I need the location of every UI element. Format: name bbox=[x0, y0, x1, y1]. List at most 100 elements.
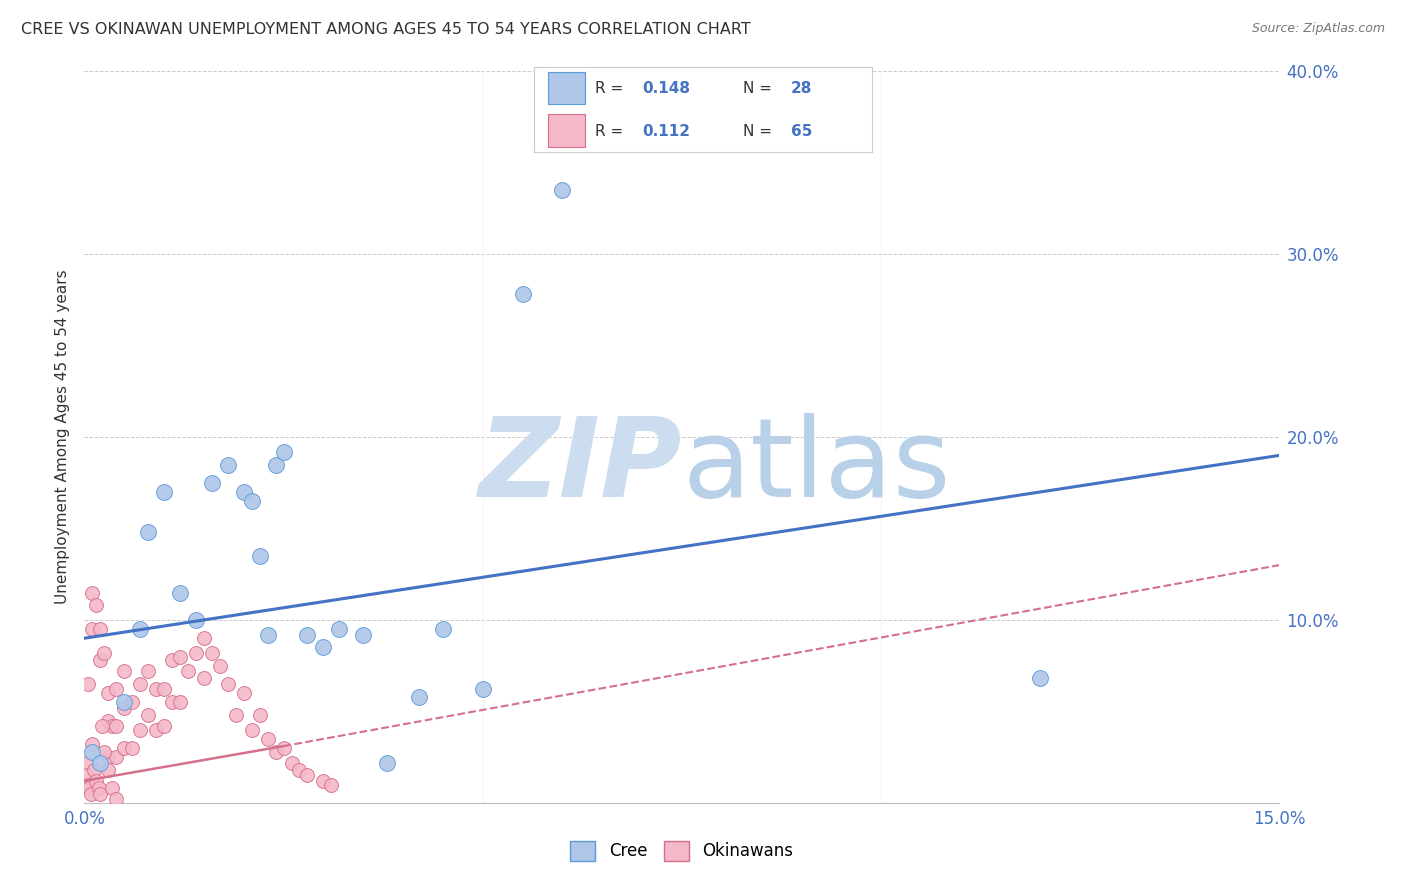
Point bbox=[89, 653, 111, 667]
Text: N =: N = bbox=[744, 81, 778, 96]
Point bbox=[82, 737, 104, 751]
Point bbox=[97, 714, 120, 728]
Point bbox=[75, 756, 97, 770]
Point bbox=[297, 627, 319, 641]
Point bbox=[97, 750, 120, 764]
Point bbox=[201, 646, 224, 660]
Point bbox=[105, 682, 128, 697]
Point bbox=[551, 183, 574, 197]
Text: ZIP: ZIP bbox=[478, 413, 682, 520]
Point bbox=[90, 719, 112, 733]
Point bbox=[312, 640, 335, 655]
Point bbox=[288, 763, 311, 777]
Point bbox=[1029, 672, 1052, 686]
Point bbox=[184, 646, 207, 660]
Point bbox=[89, 787, 111, 801]
Point bbox=[193, 672, 215, 686]
Point bbox=[77, 677, 100, 691]
Point bbox=[129, 723, 152, 737]
Point bbox=[471, 682, 494, 697]
Point bbox=[375, 756, 398, 770]
Text: N =: N = bbox=[744, 124, 778, 139]
Point bbox=[160, 695, 183, 709]
Text: 65: 65 bbox=[790, 124, 813, 139]
Point bbox=[153, 719, 176, 733]
Point bbox=[249, 708, 271, 723]
Point bbox=[312, 773, 335, 788]
Point bbox=[112, 664, 135, 678]
Point bbox=[160, 653, 183, 667]
Point bbox=[240, 723, 263, 737]
Bar bbox=[548, 114, 585, 146]
Point bbox=[328, 622, 350, 636]
Point bbox=[112, 695, 135, 709]
Point bbox=[97, 686, 120, 700]
Point bbox=[232, 686, 254, 700]
Point bbox=[89, 756, 111, 770]
Point bbox=[145, 723, 167, 737]
Point bbox=[82, 622, 104, 636]
Point bbox=[112, 740, 135, 755]
Point bbox=[101, 719, 124, 733]
Point bbox=[201, 475, 224, 490]
Point bbox=[193, 632, 215, 646]
Point bbox=[273, 740, 295, 755]
Point bbox=[83, 763, 105, 777]
Point bbox=[121, 740, 143, 755]
Point bbox=[82, 745, 104, 759]
Point bbox=[321, 778, 343, 792]
Point bbox=[76, 778, 98, 792]
Point bbox=[432, 622, 454, 636]
Point bbox=[129, 677, 152, 691]
Point bbox=[280, 756, 302, 770]
Point bbox=[89, 622, 111, 636]
Text: R =: R = bbox=[595, 81, 628, 96]
Point bbox=[352, 627, 374, 641]
Y-axis label: Unemployment Among Ages 45 to 54 years: Unemployment Among Ages 45 to 54 years bbox=[55, 269, 70, 605]
Point bbox=[264, 745, 287, 759]
Text: atlas: atlas bbox=[682, 413, 950, 520]
Point bbox=[225, 708, 247, 723]
Text: Source: ZipAtlas.com: Source: ZipAtlas.com bbox=[1251, 22, 1385, 36]
Point bbox=[240, 494, 263, 508]
Point bbox=[297, 768, 319, 782]
Point bbox=[256, 731, 278, 746]
Point bbox=[80, 787, 103, 801]
Point bbox=[217, 677, 239, 691]
Point bbox=[82, 585, 104, 599]
Point bbox=[136, 525, 159, 540]
Point bbox=[273, 444, 295, 458]
Point bbox=[184, 613, 207, 627]
Point bbox=[97, 763, 120, 777]
Point bbox=[217, 458, 239, 472]
Point bbox=[77, 781, 100, 796]
Bar bbox=[548, 72, 585, 104]
Point bbox=[408, 690, 430, 704]
Point bbox=[208, 658, 231, 673]
Text: 0.112: 0.112 bbox=[643, 124, 690, 139]
Point bbox=[249, 549, 271, 563]
Point bbox=[105, 750, 128, 764]
Point bbox=[671, 120, 693, 134]
Point bbox=[93, 646, 115, 660]
Point bbox=[512, 287, 534, 301]
Point bbox=[145, 682, 167, 697]
Point bbox=[136, 708, 159, 723]
Text: R =: R = bbox=[595, 124, 628, 139]
Point bbox=[177, 664, 200, 678]
Point bbox=[87, 781, 110, 796]
Point bbox=[121, 695, 143, 709]
Point bbox=[93, 745, 115, 759]
Point bbox=[264, 458, 287, 472]
Point bbox=[153, 485, 176, 500]
Point bbox=[86, 599, 108, 613]
Point bbox=[232, 485, 254, 500]
Point bbox=[105, 719, 128, 733]
Text: 0.148: 0.148 bbox=[643, 81, 690, 96]
Point bbox=[105, 792, 128, 806]
Point bbox=[86, 773, 108, 788]
Text: CREE VS OKINAWAN UNEMPLOYMENT AMONG AGES 45 TO 54 YEARS CORRELATION CHART: CREE VS OKINAWAN UNEMPLOYMENT AMONG AGES… bbox=[21, 22, 751, 37]
Point bbox=[169, 695, 191, 709]
Point bbox=[112, 700, 135, 714]
Point bbox=[169, 585, 191, 599]
